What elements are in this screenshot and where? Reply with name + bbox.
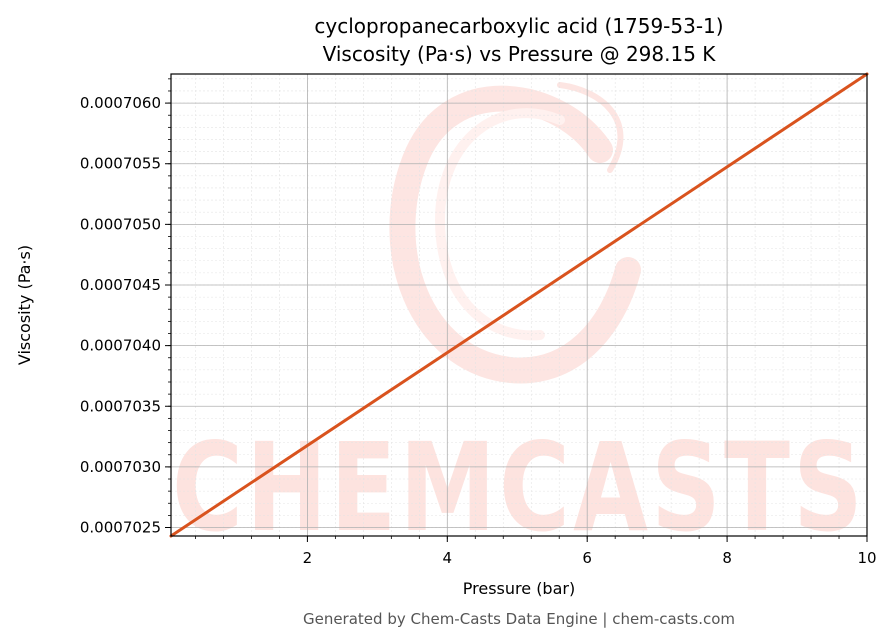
watermark-text: CHEMCASTS bbox=[172, 417, 866, 559]
watermark-logo bbox=[389, 82, 641, 384]
y-tick-label: 0.0007055 bbox=[80, 155, 161, 173]
x-tick-label: 10 bbox=[857, 549, 876, 567]
y-tick-label: 0.0007045 bbox=[80, 276, 161, 294]
chart-subtitle: Viscosity (Pa·s) vs Pressure @ 298.15 K bbox=[323, 42, 717, 66]
y-tick-label: 0.0007040 bbox=[80, 337, 161, 355]
y-tick-label: 0.0007060 bbox=[80, 94, 161, 112]
series-layer bbox=[169, 72, 869, 538]
chart-title: cyclopropanecarboxylic acid (1759-53-1) bbox=[314, 14, 723, 38]
y-tick-label: 0.0007035 bbox=[80, 397, 161, 415]
x-tick-label: 2 bbox=[303, 549, 313, 567]
x-tick-label: 8 bbox=[722, 549, 732, 567]
y-tick-label: 0.0007030 bbox=[80, 458, 161, 476]
watermark: CHEMCASTS bbox=[172, 82, 866, 559]
y-tick-label: 0.0007050 bbox=[80, 215, 161, 233]
major-gridlines bbox=[171, 74, 868, 536]
x-axis-label: Pressure (bar) bbox=[463, 579, 575, 598]
y-tick-labels: 0.0007025 0.0007030 0.0007035 0.0007040 0.00… bbox=[80, 94, 161, 536]
x-tick-labels: 2 4 6 8 10 bbox=[303, 549, 877, 567]
x-tick-label: 6 bbox=[582, 549, 592, 567]
y-tick-label: 0.0007025 bbox=[80, 519, 161, 537]
axis-ticks bbox=[165, 78, 868, 542]
series-line bbox=[169, 72, 869, 538]
x-tick-label: 4 bbox=[443, 549, 453, 567]
y-axis-label: Viscosity (Pa·s) bbox=[15, 245, 34, 365]
plot-frame bbox=[170, 73, 868, 537]
footer-credit: Generated by Chem-Casts Data Engine | ch… bbox=[303, 610, 735, 628]
